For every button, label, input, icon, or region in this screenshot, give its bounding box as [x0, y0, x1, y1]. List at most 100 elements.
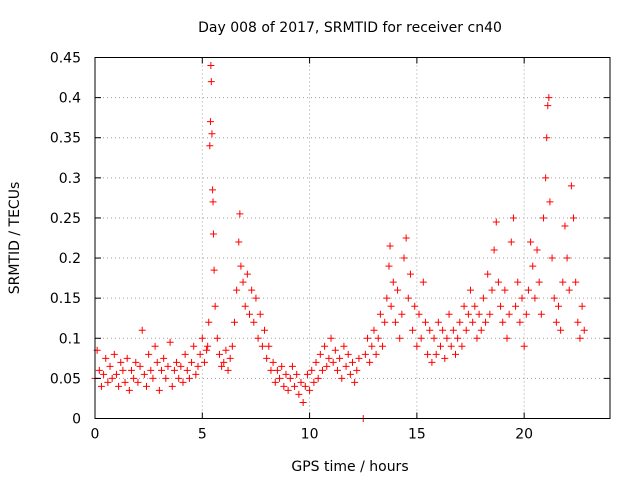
data-point: [104, 378, 112, 386]
data-point: [208, 130, 216, 138]
data-point: [419, 278, 427, 286]
data-point: [190, 342, 198, 350]
data-point: [267, 366, 275, 374]
data-point: [501, 286, 509, 294]
data-point: [462, 326, 470, 334]
x-tick-label: 10: [301, 427, 319, 443]
data-point: [312, 358, 320, 366]
data-point: [316, 350, 324, 358]
data-point: [205, 318, 213, 326]
data-point: [218, 362, 226, 370]
data-point: [574, 318, 582, 326]
data-point: [452, 350, 459, 358]
data-point: [379, 342, 387, 350]
data-point: [147, 366, 155, 374]
data-point: [561, 222, 569, 230]
data-point: [207, 62, 215, 70]
data-point: [524, 286, 532, 294]
data-point: [108, 374, 116, 382]
data-point: [155, 386, 163, 394]
data-point: [441, 354, 449, 362]
data-point: [383, 294, 391, 302]
data-point: [140, 370, 148, 378]
data-point: [546, 198, 554, 206]
data-point: [226, 354, 234, 362]
y-tick-label: 0: [72, 412, 81, 428]
data-point: [149, 374, 157, 382]
data-point: [426, 326, 434, 334]
x-tick-label: 0: [91, 427, 100, 443]
y-tick-label: 0.35: [50, 131, 81, 147]
data-point: [488, 286, 496, 294]
data-point: [413, 342, 421, 350]
data-point: [542, 174, 550, 182]
data-point: [273, 366, 281, 374]
data-point: [237, 262, 245, 270]
data-point: [286, 374, 294, 382]
data-point: [160, 354, 168, 362]
data-point: [580, 326, 588, 334]
data-point: [550, 294, 558, 302]
data-point: [572, 278, 580, 286]
data-point: [327, 334, 335, 342]
data-point: [132, 358, 140, 366]
y-tick-label: 0.25: [50, 211, 81, 227]
data-point: [329, 358, 337, 366]
data-point: [537, 310, 545, 318]
data-point: [230, 318, 238, 326]
data-point: [509, 214, 517, 222]
data-point: [520, 342, 528, 350]
data-point: [265, 342, 273, 350]
data-point: [121, 378, 129, 386]
data-point: [175, 374, 183, 382]
data-point: [211, 302, 219, 310]
data-point: [246, 310, 253, 318]
data-point: [424, 350, 432, 358]
data-point: [543, 134, 551, 142]
data-point: [222, 346, 230, 354]
data-point: [398, 310, 406, 318]
data-point: [291, 382, 299, 390]
data-point: [570, 214, 578, 222]
data-point: [368, 342, 376, 350]
data-point: [185, 374, 193, 382]
data-point: [269, 358, 277, 366]
data-point: [439, 326, 447, 334]
data-point: [130, 374, 138, 382]
data-point: [402, 234, 410, 242]
data-point: [170, 366, 178, 374]
data-point: [204, 342, 212, 350]
y-tick-label: 0.3: [59, 171, 81, 187]
data-point: [115, 382, 123, 390]
data-point: [366, 358, 374, 366]
data-point: [100, 370, 108, 378]
data-point: [318, 366, 326, 374]
data-point: [183, 366, 191, 374]
data-points: [91, 62, 588, 422]
data-point: [308, 366, 316, 374]
data-point: [323, 362, 331, 370]
y-tick-label: 0.45: [50, 51, 81, 67]
data-point: [325, 354, 333, 362]
data-point: [299, 398, 307, 406]
data-point: [381, 318, 389, 326]
data-point: [475, 310, 483, 318]
data-point: [143, 382, 150, 390]
data-point: [548, 254, 556, 262]
data-point: [138, 326, 146, 334]
data-point: [533, 246, 541, 254]
data-point: [497, 302, 505, 310]
data-point: [535, 278, 543, 286]
data-point: [436, 342, 444, 350]
data-point: [417, 334, 425, 342]
ticks: [94, 57, 610, 419]
data-point: [387, 302, 395, 310]
data-point: [557, 326, 565, 334]
data-point: [233, 286, 241, 294]
data-point: [168, 382, 176, 390]
data-point: [430, 334, 438, 342]
data-point: [102, 354, 110, 362]
data-point: [518, 294, 526, 302]
data-point: [464, 310, 472, 318]
